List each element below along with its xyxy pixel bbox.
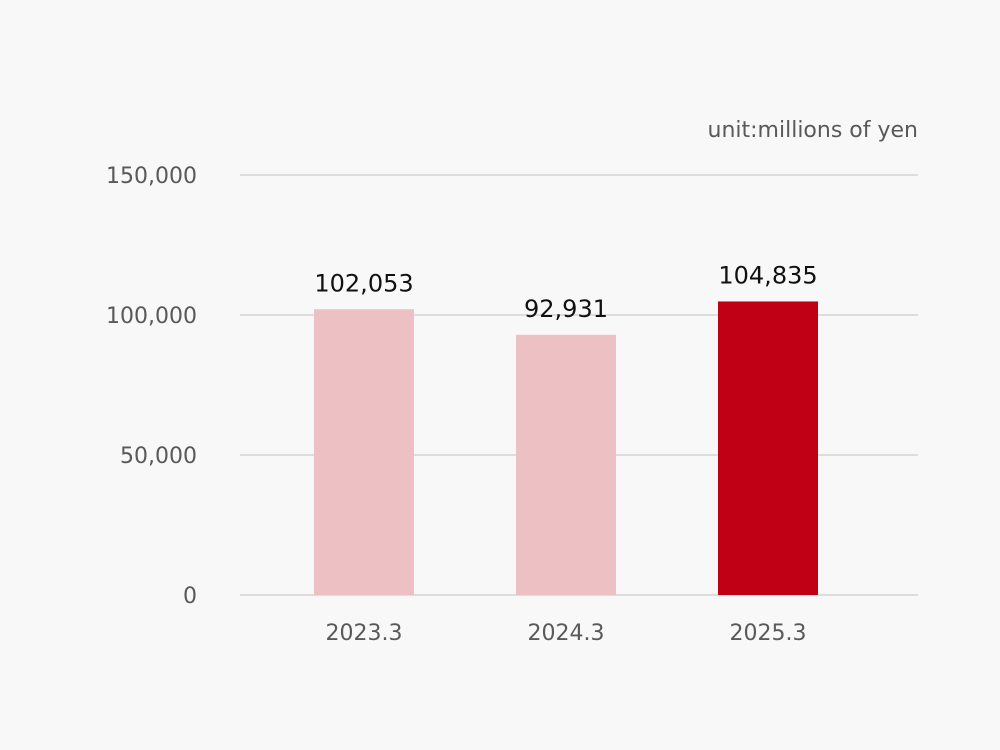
bar: [516, 334, 616, 595]
data-label: 104,835: [718, 261, 817, 289]
bar: [718, 301, 818, 595]
unit-label: unit:millions of yen: [708, 118, 918, 143]
x-tick-label: 2024.3: [528, 621, 605, 646]
x-tick-label: 2025.3: [730, 621, 807, 646]
value-labels: 102,053 92,931 104,835: [314, 261, 817, 322]
x-axis: 2023.3 2024.3 2025.3: [326, 621, 807, 646]
y-axis: 0 50,000 100,000 150,000: [106, 164, 197, 609]
bar: [314, 309, 414, 595]
y-tick-label: 100,000: [106, 304, 197, 329]
y-tick-label: 150,000: [106, 164, 197, 189]
bars: [314, 301, 818, 595]
y-tick-label: 50,000: [120, 444, 197, 469]
data-label: 92,931: [524, 295, 608, 323]
y-tick-label: 0: [183, 584, 197, 609]
x-tick-label: 2023.3: [326, 621, 403, 646]
data-label: 102,053: [314, 269, 413, 297]
